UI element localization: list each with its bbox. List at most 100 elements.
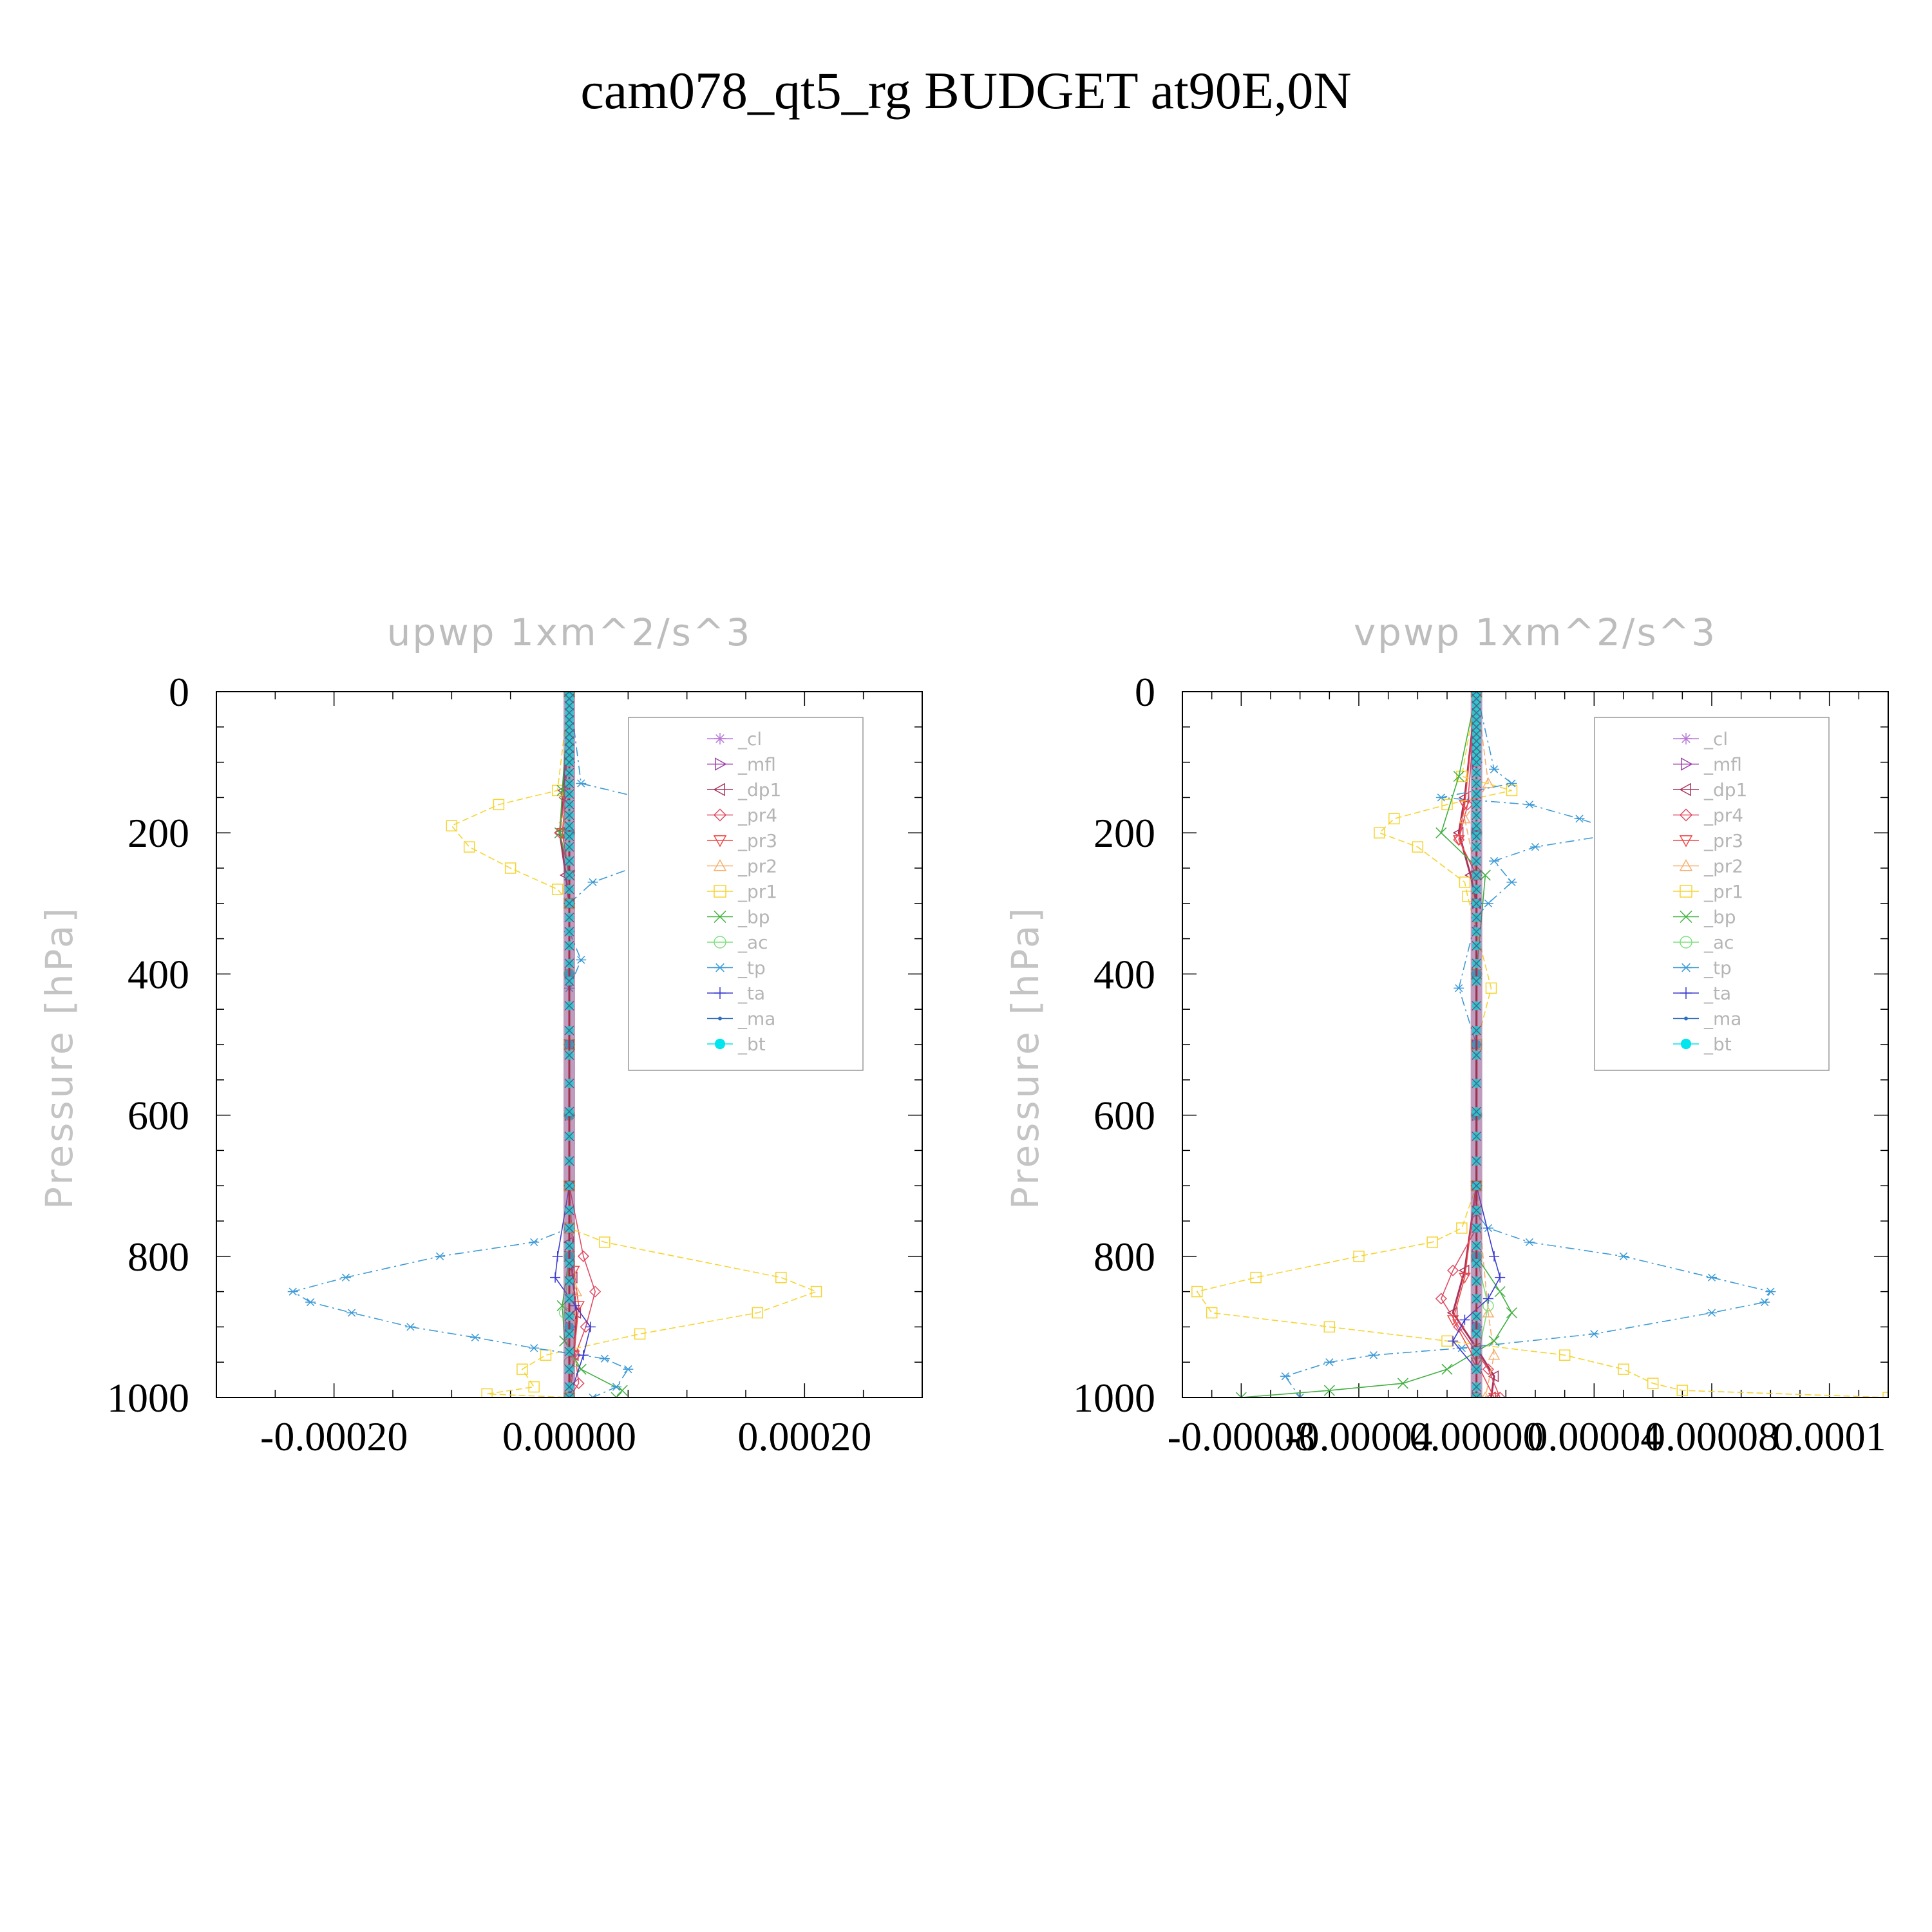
data-point [1472,1294,1482,1304]
x-tick-label: -0.00008 [1168,1414,1315,1459]
data-point [481,1388,493,1397]
data-point [1397,1378,1409,1389]
data-point [1679,858,1693,871]
legend-item: _ta [1673,983,1731,1004]
legend-box [628,717,864,1071]
data-point [1482,1306,1495,1318]
zero-line-markers [1470,692,1482,1397]
x-tick-label: 0.00000 [502,1414,636,1459]
data-point [1618,1363,1629,1375]
data-point [564,856,574,866]
x-tick-label: -0.00020 [260,1414,408,1459]
panel-1: upwp 1xm^2/s^3 Pressure [hPa] 0 200 400 600 80… [37,611,923,1459]
y-axis-label: Pressure [hPa] [37,905,81,1209]
y-axis-label: Pressure [hPa] [1003,905,1047,1209]
legend-label: _dp1 [1703,779,1747,800]
data-point [551,884,564,895]
legend-item: _cl [707,728,762,750]
data-point [1482,1293,1493,1304]
data-point [564,694,574,704]
data-point [564,1001,574,1011]
data-point [713,808,727,822]
data-point [1530,842,1540,851]
data-point [1353,1251,1365,1262]
data-point [585,1321,596,1332]
legend-item: _pr4 [1673,805,1743,826]
data-point [529,1238,540,1247]
legend-label: _ac [737,932,768,953]
legend-item: _bp [707,907,770,928]
panel-2: vpwp 1xm^2/s^3 Pressure [hPa] 0 200 400 600 80… [1003,611,1889,1459]
data-point [1524,800,1535,809]
data-point [1506,1307,1518,1319]
data-point [564,743,574,753]
legend-label: _tp [1703,958,1732,979]
data-point [1472,1347,1482,1357]
data-point [578,1350,589,1361]
data-point [1680,885,1692,898]
data-point [587,878,598,887]
series-line [1196,692,1888,1397]
data-point [1558,1349,1571,1361]
data-point [554,827,565,838]
data-point [564,722,574,732]
legend-label: _pr1 [737,881,777,902]
data-point [564,831,574,842]
data-point [1472,1258,1482,1269]
data-point [1324,1358,1335,1367]
data-point [1472,1156,1482,1166]
legend: _cl _mfl _dp1 _pr4 _pr3 _pr2 _pr1 _bp _ac _tp _ta _… [628,717,864,1071]
series-line [1440,692,1501,1397]
data-point [540,1349,552,1361]
data-point [1388,813,1400,825]
data-point [1494,1286,1506,1298]
data-point [435,1252,446,1260]
data-point [1574,815,1585,823]
data-point [528,1381,540,1393]
data-point [1250,1271,1262,1283]
data-point [1456,770,1468,782]
data-point [1489,857,1500,866]
legend-item: _ma [1673,1009,1741,1030]
data-point [611,1392,622,1397]
data-point [564,941,574,951]
data-point [564,820,574,831]
data-point [714,733,726,744]
x-tick-label: 0.00000 [1410,1414,1544,1459]
data-point [1472,1001,1482,1011]
data-point [1472,927,1482,937]
data-point [1191,1285,1203,1298]
y-tick-label: 1000 [107,1375,189,1421]
data-point [1647,1378,1659,1389]
data-point [576,956,587,964]
data-point [1472,1180,1482,1191]
data-point [1454,984,1464,992]
data-point [550,1272,561,1283]
data-point [1435,793,1446,802]
y-tick-label: 200 [128,810,189,856]
data-point [1680,987,1692,999]
data-point [1472,831,1482,842]
data-point [1472,799,1482,810]
data-point [564,1347,574,1357]
y-tick-label: 600 [128,1093,189,1139]
data-point [715,757,727,771]
data-point [1206,1307,1218,1319]
data-point [1426,1236,1438,1248]
data-point [1472,694,1482,704]
data-point [1488,1392,1501,1397]
data-point [564,778,574,789]
legend-label: _pr2 [1703,856,1743,877]
legend-label: _dp1 [737,779,781,800]
data-point [1506,784,1518,797]
data-point [446,820,458,831]
legend-label: _bp [1703,907,1736,928]
legend-item: _pr4 [707,805,777,826]
data-point [1589,1330,1600,1338]
data-point [564,708,574,718]
data-point [577,1250,589,1262]
data-point [1472,941,1482,951]
data-point [564,1276,574,1286]
legend-item: _ac [707,932,768,953]
legend-label: _pr4 [737,805,777,826]
